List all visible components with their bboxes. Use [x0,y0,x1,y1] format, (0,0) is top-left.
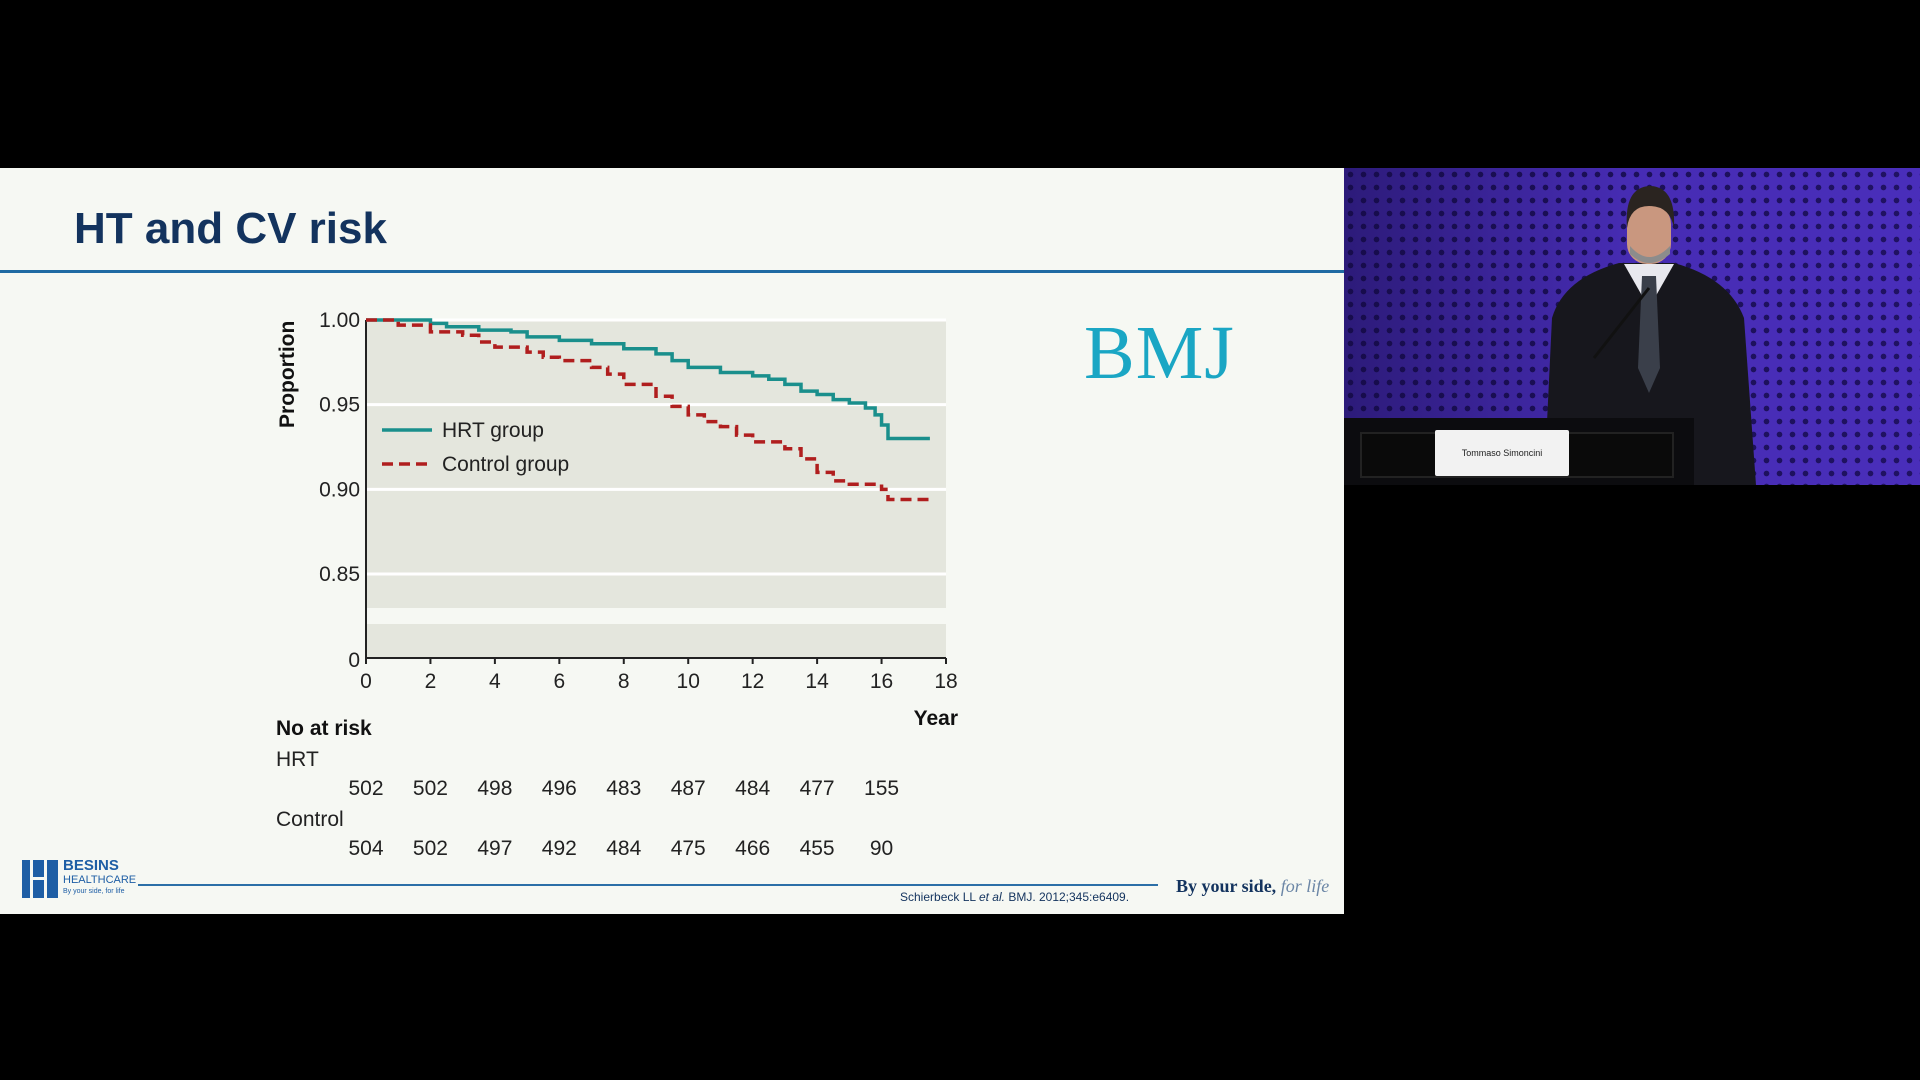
footer-divider [138,884,1158,886]
risk-cell: 496 [542,777,577,800]
x-tick-label: 14 [805,670,829,693]
x-tick-label: 8 [618,670,630,693]
y-tick-label: 0 [348,649,360,672]
risk-cell: 483 [606,777,641,800]
risk-cell: 492 [542,837,577,860]
risk-cell: 90 [870,837,893,860]
control-series-line [366,318,930,502]
risk-cell: 155 [864,777,899,800]
bmj-logo: BMJ [1084,311,1235,395]
y-tick-label: 1.00 [319,309,360,332]
speaker-nameplate: Tommaso Simoncini [1435,430,1569,476]
survival-chart: 1.00 0.95 0.90 0.85 00 2 4 6 8 10 12 14 16 18 Proporti… [276,309,958,860]
brand-sub: HEALTHCARE [63,874,137,886]
y-tick-label: 0.95 [319,394,360,417]
y-tick-label: 0.85 [319,563,360,586]
risk-cell: 455 [800,837,835,860]
tagline-main: By your side, [1176,876,1277,896]
x-axis-label: Year [914,707,958,730]
x-tick-label: 2 [425,670,437,693]
speaker-video: Tommaso Simoncini [1344,168,1920,485]
risk-cell: 484 [735,777,770,800]
brand-name: BESINS [63,857,119,874]
y-axis-label: Proportion [276,321,299,428]
presentation-slide: HT and CV risk 1.00 0.95 0.90 0.85 0 0 2 4 6 8 10 1… [0,168,1344,914]
risk-cell: 475 [671,837,706,860]
risk-cell: 497 [477,837,512,860]
risk-cell: 502 [413,777,448,800]
risk-cell: 504 [348,837,383,860]
risk-cell: 477 [800,777,835,800]
slide-title: HT and CV risk [74,204,387,253]
x-tick-label: 0 [360,670,372,693]
citation-etal: et al. [978,890,1005,904]
plot-area-upper [366,320,946,608]
x-tick-label: 6 [553,670,565,693]
risk-cell: 502 [413,837,448,860]
citation: Schierbeck LL et al. BMJ. 2012;345:e6409… [900,890,1129,904]
tagline-italic: for life [1280,876,1330,896]
citation-ref: BMJ. 2012;345:e6409. [1008,890,1130,904]
hrt-series-line [366,318,930,441]
x-tick-label: 4 [489,670,501,693]
risk-cell: 502 [348,777,383,800]
risk-row-label: Control [276,808,344,831]
x-tick-label: 12 [741,670,764,693]
risk-table-header: No at risk [276,717,372,740]
legend-label: HRT group [442,419,544,442]
risk-cell: 498 [477,777,512,800]
x-tick-label: 18 [934,670,957,693]
y-tick-label: 0.90 [319,478,360,501]
title-divider [0,270,1344,273]
citation-authors: Schierbeck LL [900,890,976,904]
risk-cell: 484 [606,837,641,860]
plot-area-lower [366,624,946,658]
x-tick-label: 10 [677,670,700,693]
risk-cell: 466 [735,837,770,860]
brand-tagline: By your side, for life [63,888,125,895]
risk-row-label: HRT [276,748,319,771]
legend-label: Control group [442,453,569,476]
nameplate-text: Tommaso Simoncini [1461,448,1543,458]
tagline: By your side, for life [1176,876,1329,897]
x-tick-label: 16 [870,670,893,693]
besins-mark-icon [22,860,58,898]
risk-cell: 487 [671,777,706,800]
besins-healthcare-logo: BESINS HEALTHCARE By your side, for life [22,857,136,902]
